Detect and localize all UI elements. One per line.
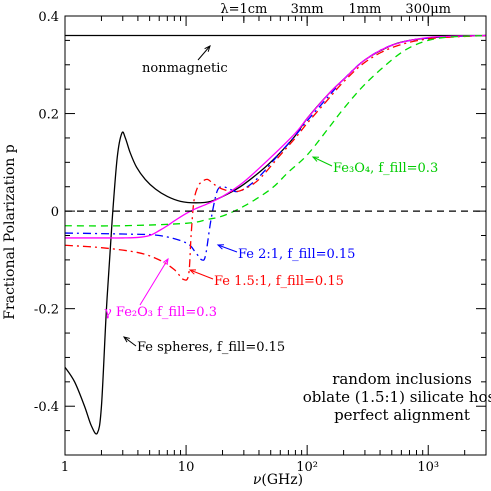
y-tick-label: 0.4 bbox=[38, 10, 59, 25]
top-wavelength-label: 3mm bbox=[291, 2, 324, 17]
note-line-2: oblate (1.5:1) silicate host bbox=[303, 388, 491, 406]
top-wavelength-label: 1mm bbox=[348, 2, 381, 17]
annotation-pointer bbox=[217, 244, 238, 253]
series-layer bbox=[64, 34, 487, 435]
annotation-arrowhead bbox=[311, 156, 320, 162]
annotation-label: Fe 1.5:1, f_fill=0.15 bbox=[214, 274, 344, 289]
annotation-pointer bbox=[123, 336, 137, 347]
series-line-5 bbox=[64, 34, 487, 227]
x-tick-label: 10³ bbox=[417, 460, 439, 475]
annotation-arrowhead bbox=[122, 336, 130, 343]
annotation-label: nonmagnetic bbox=[142, 61, 228, 76]
y-tick-label: -0.2 bbox=[34, 303, 59, 318]
annotation-arrowhead bbox=[162, 257, 169, 266]
x-tick-label: 1 bbox=[61, 460, 69, 475]
annotation-label: Fe 2:1, f_fill=0.15 bbox=[238, 247, 355, 262]
annotation-label: Fe₃O₄, f_fill=0.3 bbox=[333, 161, 438, 176]
series-line-4 bbox=[64, 34, 487, 239]
note-line-1: random inclusions bbox=[332, 370, 472, 388]
series-line-2 bbox=[64, 34, 487, 261]
annotation-arrowhead bbox=[188, 269, 197, 275]
y-tick-label: 0.2 bbox=[38, 108, 59, 123]
y-tick-label: 0 bbox=[51, 205, 59, 220]
y-tick-label: -0.4 bbox=[34, 400, 59, 415]
x-tick-label: 10 bbox=[178, 460, 195, 475]
x-tick-label: 10² bbox=[296, 460, 318, 475]
top-wavelength-label: λ=1cm bbox=[220, 2, 267, 17]
note-line-3: perfect alignment bbox=[334, 406, 470, 424]
annotation-label: γ Fe₂O₃ f_fill=0.3 bbox=[104, 305, 217, 320]
annotation-arrowhead bbox=[204, 45, 211, 52]
series-line-3 bbox=[64, 34, 487, 281]
annotation-pointer bbox=[189, 269, 214, 280]
annotation-pointer bbox=[197, 45, 211, 61]
y-axis-label: Fractional Polarization p bbox=[2, 144, 18, 319]
x-axis-label: ν(GHz) bbox=[253, 472, 303, 488]
annotations: nonmagnetic Fe₃O₄, f_fill=0.3 Fe 2:1, f_fi… bbox=[104, 45, 438, 355]
annotation-label: Fe spheres, f_fill=0.15 bbox=[137, 340, 285, 355]
top-wavelength-label: 300μm bbox=[405, 2, 451, 17]
axes: 1 10 10² 10³ -0.4 -0.2 0 0.2 0.4 λ=1cm 3mm 1mm 300μm bbox=[34, 2, 487, 475]
annotation-pointer bbox=[139, 258, 169, 306]
annotation-arrowhead bbox=[216, 244, 225, 250]
annotation-pointer bbox=[312, 156, 333, 167]
